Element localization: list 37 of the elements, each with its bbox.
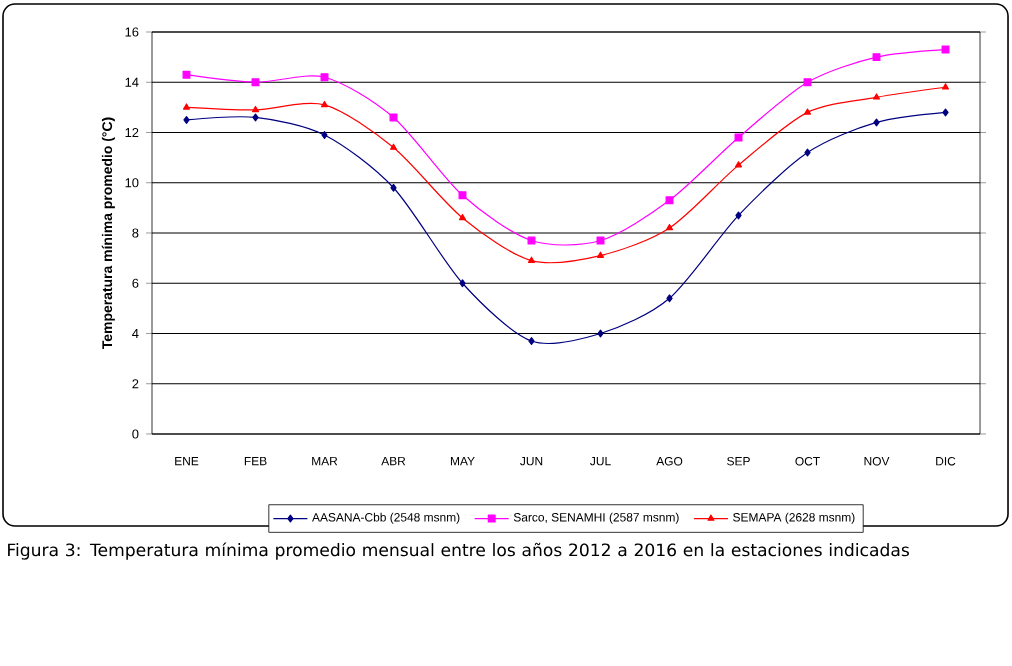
point bbox=[320, 100, 329, 108]
point bbox=[183, 115, 190, 124]
point bbox=[459, 279, 466, 288]
point bbox=[941, 45, 950, 54]
point bbox=[734, 133, 743, 142]
point bbox=[182, 70, 191, 79]
point bbox=[665, 223, 674, 231]
point bbox=[251, 105, 260, 113]
point bbox=[596, 251, 605, 258]
point bbox=[665, 196, 674, 205]
point bbox=[734, 161, 743, 168]
point bbox=[666, 294, 673, 303]
point bbox=[320, 73, 329, 82]
point bbox=[182, 103, 191, 110]
point bbox=[735, 211, 742, 220]
point bbox=[528, 337, 535, 346]
point bbox=[527, 256, 536, 263]
point bbox=[596, 236, 605, 245]
point bbox=[803, 108, 812, 115]
point bbox=[804, 148, 811, 157]
point bbox=[321, 131, 328, 139]
point bbox=[251, 78, 260, 87]
point bbox=[872, 53, 881, 62]
point bbox=[942, 108, 949, 117]
point bbox=[389, 113, 398, 122]
point bbox=[390, 183, 397, 192]
point bbox=[597, 329, 604, 338]
point bbox=[458, 191, 467, 200]
point bbox=[872, 93, 881, 100]
point bbox=[458, 213, 467, 221]
point bbox=[803, 78, 812, 87]
text: Figura 3: Temperatura mínima promedio mensual entre los años 2012 a 2016 en la estaciones indicadas bbox=[8, 542, 909, 560]
point bbox=[252, 113, 259, 122]
point bbox=[389, 143, 398, 150]
point bbox=[941, 83, 950, 90]
point bbox=[527, 236, 536, 245]
point bbox=[873, 118, 880, 127]
